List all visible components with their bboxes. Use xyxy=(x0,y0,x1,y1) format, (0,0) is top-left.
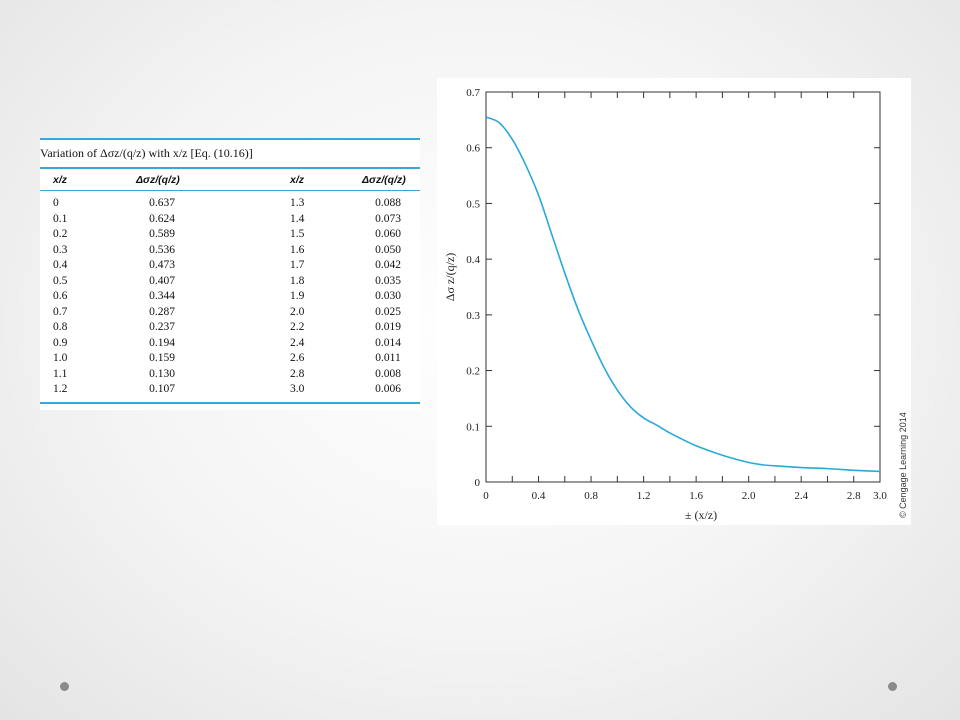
table-cell-xz: 2.6 xyxy=(290,352,305,364)
table-cell-stress: 0.536 xyxy=(149,243,175,256)
table-cell-xz: 1.3 xyxy=(290,197,305,209)
table-cell-xz: 1.6 xyxy=(290,243,305,256)
table-cell-stress: 0.088 xyxy=(375,197,401,209)
table-cell-xz: 1.0 xyxy=(53,352,68,364)
copyright-notice: © Cengage Learning 2014 xyxy=(898,412,910,524)
x-tick-label: 0.8 xyxy=(584,490,598,502)
stress-curve xyxy=(485,116,881,473)
y-tick-label: 0 xyxy=(475,477,481,489)
x-tick-label: 2.0 xyxy=(742,490,756,502)
table-cell-xz: 2.4 xyxy=(290,336,305,349)
table-cell-xz: 0.9 xyxy=(53,336,68,349)
table-cell-xz: 2.8 xyxy=(290,367,305,380)
table-cell-stress: 0.194 xyxy=(149,336,175,349)
table-cell-xz: 0.4 xyxy=(53,259,68,271)
table-cell-xz: 0 xyxy=(53,197,59,209)
table-cell-xz: 0.3 xyxy=(53,243,68,256)
table-cell-stress: 0.159 xyxy=(149,352,175,364)
x-tick-label: 2.8 xyxy=(847,490,861,502)
x-tick-label: 2.4 xyxy=(794,490,808,502)
table-cell-xz: 2.2 xyxy=(290,321,305,333)
slide-dot-left xyxy=(60,682,69,691)
table-cell-stress: 0.073 xyxy=(375,212,401,225)
table-cell-xz: 3.0 xyxy=(290,383,305,395)
column-xz-right: 1.3 1.4 1.5 1.6 1.7 1.8 1.9 2.0 2.2 2.4 2.6 2.8 3.0 xyxy=(290,196,304,398)
table-cell-xz: 0.5 xyxy=(53,274,68,287)
table-cell-xz: 0.7 xyxy=(53,305,68,318)
table-cell-xz: 1.9 xyxy=(290,290,305,302)
table-top-rule xyxy=(40,138,420,140)
table-cell-stress: 0.287 xyxy=(149,305,175,318)
table-cell-stress: 0.030 xyxy=(375,290,401,302)
table-cell-xz: 0.8 xyxy=(53,321,68,333)
x-axis-title: ± (x/z) xyxy=(685,508,717,522)
table-cell-xz: 0.1 xyxy=(53,212,68,225)
table-title: Variation of Δσz/(q/z) with x/z [Eq. (10… xyxy=(40,146,253,160)
y-tick-label: 0.3 xyxy=(466,310,480,322)
table-cell-stress: 0.008 xyxy=(375,367,401,380)
column-stress-right: 0.088 0.073 0.060 0.050 0.042 0.035 0.030 0.025… xyxy=(362,196,414,398)
x-tick-label: 1.2 xyxy=(637,490,651,502)
y-tick-label: 0.7 xyxy=(466,87,480,99)
table-header-rule-top xyxy=(40,167,420,169)
table-cell-xz: 1.1 xyxy=(53,367,68,380)
table-cell-stress: 0.019 xyxy=(375,321,401,333)
table-cell-stress: 0.237 xyxy=(149,321,175,333)
column-stress-left: 0.637 0.624 0.589 0.536 0.473 0.407 0.344 0.287… xyxy=(136,196,188,398)
y-axis-title: Δσ z/(q/z) xyxy=(443,253,457,302)
table-cell-stress: 0.014 xyxy=(375,336,401,349)
copyright-text: © Cengage Learning 2014 xyxy=(898,412,908,518)
header-xz-right: x/z xyxy=(290,174,305,186)
table-cell-stress: 0.344 xyxy=(149,290,175,302)
column-xz-left: 0 0.1 0.2 0.3 0.4 0.5 0.6 0.7 0.8 0.9 1.0 1.1 1.2 xyxy=(53,196,67,398)
x-tick-label: 1.6 xyxy=(689,490,703,502)
table-cell-stress: 0.589 xyxy=(149,228,175,240)
header-xz-left: x/z xyxy=(53,174,68,186)
table-cell-stress: 0.060 xyxy=(375,228,401,240)
table-cell-stress: 0.407 xyxy=(149,274,175,287)
table-cell-stress: 0.624 xyxy=(149,212,175,225)
x-tick-label: 0.4 xyxy=(532,490,546,502)
table-cell-stress: 0.637 xyxy=(149,197,175,209)
table-cell-stress: 0.473 xyxy=(149,259,175,271)
table-cell-stress: 0.107 xyxy=(149,383,175,395)
table-cell-xz: 1.5 xyxy=(290,228,305,240)
table-cell-xz: 1.4 xyxy=(290,212,305,225)
y-tick-label: 0.6 xyxy=(466,143,480,155)
table-header-rule-bottom xyxy=(40,190,420,191)
y-tick-label: 0.1 xyxy=(466,421,480,433)
table-cell-stress: 0.025 xyxy=(375,305,401,318)
y-tick-label: 0.2 xyxy=(466,366,480,378)
header-stress-left: Δσz/(q/z) xyxy=(136,174,180,186)
y-tick-label: 0.4 xyxy=(466,254,480,266)
header-stress-right: Δσz/(q/z) xyxy=(362,174,406,186)
table-cell-xz: 1.8 xyxy=(290,274,305,287)
chart: 0 0.1 0.2 0.3 0.4 0.5 0.6 0.7 0 0.4 0.8 1.2 1.6 2.0 2.… xyxy=(437,78,911,525)
data-table: Variation of Δσz/(q/z) with x/z [Eq. (10… xyxy=(40,138,420,410)
table-bottom-rule xyxy=(40,402,420,404)
chart-svg: 0 0.1 0.2 0.3 0.4 0.5 0.6 0.7 0 0.4 0.8 1.2 1.6 2.0 2.… xyxy=(443,87,887,522)
table-cell-xz: 1.7 xyxy=(290,259,305,271)
table-cell-stress: 0.050 xyxy=(375,243,401,256)
table-cell-stress: 0.035 xyxy=(375,274,401,287)
x-tick-label: 0 xyxy=(483,490,489,502)
table-cell-stress: 0.011 xyxy=(375,352,401,364)
table-cell-xz: 2.0 xyxy=(290,305,305,318)
table-cell-xz: 1.2 xyxy=(53,383,68,395)
table-cell-xz: 0.6 xyxy=(53,290,68,302)
table-cell-stress: 0.130 xyxy=(149,367,175,380)
table-cell-stress: 0.042 xyxy=(375,259,401,271)
y-tick-label: 0.5 xyxy=(466,198,480,210)
table-cell-xz: 0.2 xyxy=(53,228,68,240)
plot-frame xyxy=(485,91,881,483)
x-tick-label: 3.0 xyxy=(873,490,887,502)
slide-dot-right xyxy=(888,682,897,691)
table-cell-stress: 0.006 xyxy=(375,383,401,395)
